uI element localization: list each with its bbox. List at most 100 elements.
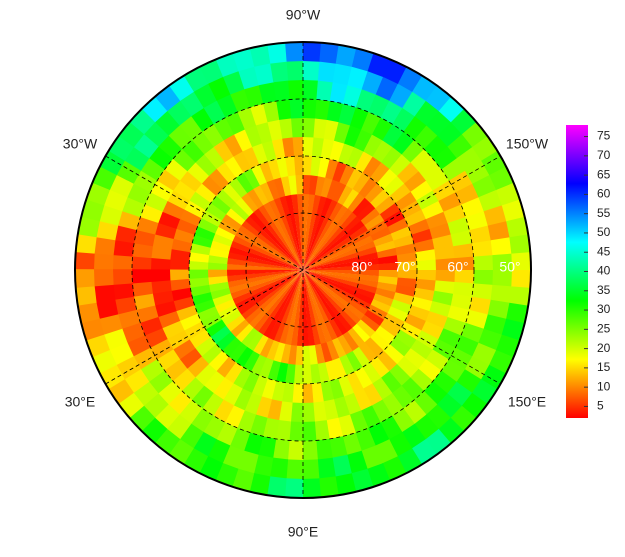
map-cell — [471, 240, 493, 258]
map-cell — [339, 354, 355, 376]
map-cell — [380, 371, 402, 394]
map-cell — [286, 60, 304, 81]
map-cell — [331, 337, 347, 359]
map-cell — [344, 125, 362, 148]
map-cell — [236, 410, 256, 434]
map-cell — [339, 310, 358, 329]
map-cell — [172, 339, 196, 360]
map-cell — [362, 362, 382, 385]
map-cell — [324, 199, 338, 220]
map-cell — [208, 168, 230, 190]
map-cell — [303, 262, 322, 270]
map-cell — [389, 183, 412, 204]
map-cell — [402, 91, 427, 117]
map-cell — [326, 417, 343, 440]
map-cell — [222, 383, 243, 406]
map-cell — [401, 377, 425, 401]
map-cell — [353, 291, 374, 305]
map-cell — [303, 265, 323, 270]
map-cell — [244, 84, 264, 108]
map-cell — [207, 275, 228, 285]
map-cell — [280, 305, 292, 325]
map-cell — [75, 285, 97, 306]
map-cell — [303, 270, 307, 290]
map-cell — [212, 377, 234, 400]
map-cell — [207, 262, 228, 270]
map-cell — [216, 161, 237, 184]
map-cell — [308, 287, 318, 307]
map-cell — [303, 270, 308, 290]
map-cell — [275, 362, 289, 384]
map-cell — [212, 233, 233, 247]
map-cell — [265, 272, 285, 279]
map-cell — [306, 212, 313, 233]
map-cell — [302, 421, 317, 442]
map-cell — [311, 136, 325, 158]
map-cell — [367, 220, 389, 236]
map-cell — [303, 264, 322, 270]
map-cell — [329, 81, 349, 104]
map-cell — [284, 270, 303, 276]
map-cell — [133, 293, 156, 310]
map-cell — [397, 261, 418, 271]
map-cell — [454, 256, 475, 271]
map-cell — [208, 350, 229, 372]
map-cell — [295, 251, 303, 270]
map-cell — [152, 290, 174, 306]
map-cell — [253, 184, 269, 206]
map-cell — [433, 146, 458, 170]
map-cell — [293, 364, 303, 385]
map-cell — [257, 316, 274, 336]
map-cell — [352, 323, 371, 343]
map-cell — [335, 44, 358, 67]
map-cell — [272, 302, 286, 322]
map-cell — [278, 238, 292, 256]
map-cell — [222, 182, 242, 203]
map-cell — [161, 320, 185, 340]
map-cell — [179, 313, 202, 331]
map-cell — [339, 275, 360, 284]
map-cell — [154, 222, 177, 239]
colorbar-tick-label: 20 — [597, 341, 611, 355]
map-cell — [395, 284, 417, 298]
map-cell — [359, 258, 380, 266]
map-cell — [303, 98, 318, 119]
colorbar-tick-label: 30 — [597, 302, 611, 316]
map-cell — [285, 306, 295, 326]
latitude-label: 80° — [351, 259, 372, 275]
map-cell — [320, 177, 333, 198]
map-cell — [376, 281, 398, 293]
map-cell — [316, 282, 333, 298]
map-cell — [332, 204, 349, 224]
map-cell — [377, 168, 398, 190]
map-cell — [254, 63, 274, 86]
map-cell — [337, 184, 354, 206]
map-cell — [275, 283, 291, 300]
map-cell — [418, 158, 443, 182]
map-cell — [319, 42, 340, 64]
map-cell — [240, 327, 259, 348]
map-cell — [117, 309, 141, 329]
map-cell — [314, 284, 328, 302]
map-cell — [321, 258, 341, 266]
map-cell — [469, 225, 492, 244]
map-cell — [487, 299, 510, 320]
map-cell — [288, 174, 298, 195]
map-cell — [246, 256, 267, 265]
map-cell — [285, 459, 303, 480]
map-cell — [181, 139, 205, 163]
map-cell — [215, 422, 238, 446]
map-cell — [266, 340, 280, 361]
map-cell — [259, 337, 274, 359]
map-cell — [251, 239, 271, 253]
map-cell — [246, 331, 264, 352]
map-cell — [303, 117, 316, 138]
map-cell — [215, 188, 237, 209]
map-cell — [265, 260, 285, 267]
map-cell — [297, 251, 303, 270]
map-cell — [93, 252, 114, 270]
map-cell — [311, 235, 324, 254]
map-cell — [303, 270, 311, 289]
map-cell — [127, 182, 151, 205]
map-cell — [303, 270, 322, 277]
